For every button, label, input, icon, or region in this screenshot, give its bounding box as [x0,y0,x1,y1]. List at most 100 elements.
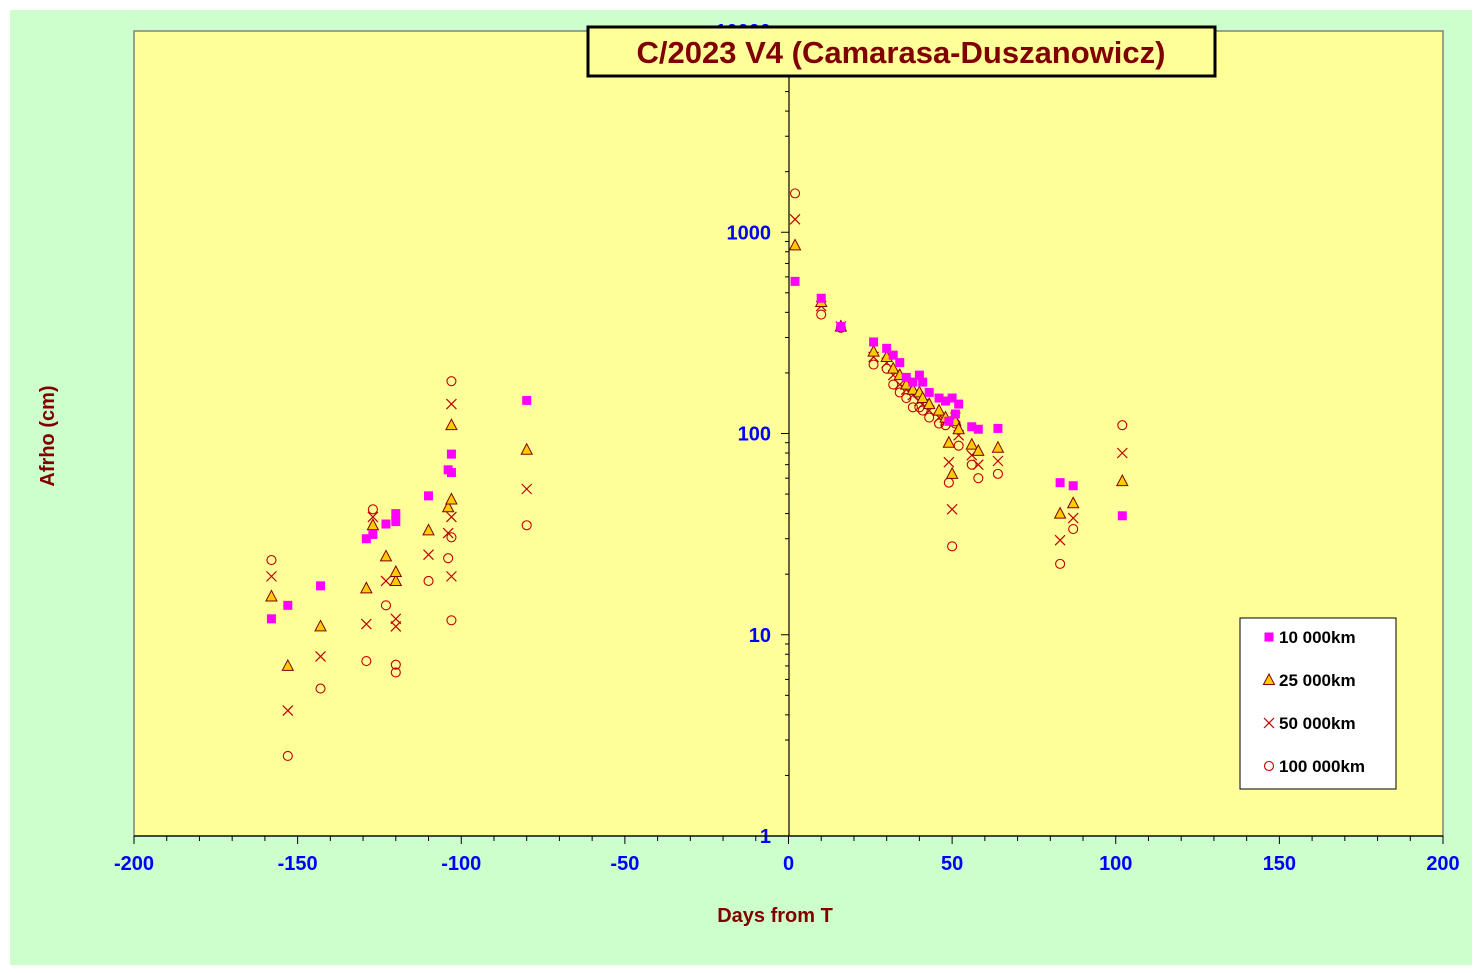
data-point [790,276,800,286]
x-tick-label: 200 [1426,853,1459,875]
y-tick-label: 100 [738,424,771,446]
data-point [381,519,391,529]
data-point [390,620,402,632]
data-point [445,418,458,431]
data-point [944,416,954,426]
data-point [266,555,277,566]
data-point [952,422,965,435]
data-point [788,238,802,251]
data-point [836,322,846,332]
data-point [991,440,1005,453]
data-point [868,359,879,370]
chart-title: C/2023 V4 (Camarasa-Duszanowicz) [637,35,1166,70]
x-tick-label: 50 [941,853,963,875]
data-point [442,527,454,539]
legend-marker [1263,760,1275,772]
data-point [366,518,380,531]
data-point [390,667,401,678]
data-point [895,358,905,368]
legend-label: 10 000km [1279,628,1356,647]
data-point [1068,524,1079,535]
data-point [367,504,378,515]
data-point [423,575,434,587]
data-point [816,309,827,320]
data-point [446,376,457,387]
data-point [901,372,911,382]
data-point [1117,420,1128,431]
legend-marker [1263,717,1275,729]
data-point [522,395,532,405]
data-point [932,403,946,416]
data-point [924,387,934,397]
chart-title-box: C/2023 V4 (Camarasa-Duszanowicz) [586,25,1217,78]
data-point [520,442,534,455]
data-point [1117,511,1127,521]
y-tick-label: 10 [749,625,771,647]
data-point [950,409,960,419]
legend-label: 50 000km [1279,714,1356,733]
data-point [967,422,977,432]
x-tick-label: 0 [783,853,794,875]
x-tick-label: -100 [441,853,481,875]
data-point [424,491,434,501]
legend: 10 000km 25 000km 50 000km 100 000km [1239,617,1397,790]
data-point [282,750,293,761]
data-point [934,393,944,403]
data-point [390,613,402,625]
data-point [391,517,401,527]
data-point [390,659,401,670]
data-point [316,581,326,591]
data-point [992,468,1003,479]
data-point [886,361,900,374]
data-point [380,600,392,611]
x-axis-title: Days from T [717,905,833,927]
data-point [379,549,393,562]
data-point [943,456,955,468]
legend-label: 25 000km [1279,671,1356,690]
data-point [265,589,278,602]
data-point [1116,447,1128,459]
data-point [1067,512,1079,524]
data-point [966,459,977,470]
data-point [916,390,929,404]
data-point [361,656,372,667]
data-point [1066,496,1080,509]
data-point [992,455,1004,467]
data-points [265,188,1129,761]
data-point [521,483,533,495]
data-point [283,600,293,610]
data-point [789,213,801,225]
data-point [945,466,959,479]
x-tick-label: -150 [278,853,318,875]
data-point [446,615,457,626]
data-point [391,509,401,519]
data-point [266,570,277,582]
data-point [947,541,958,552]
data-point [446,532,457,543]
data-point [918,377,928,387]
data-point [446,511,457,523]
data-point [908,377,918,387]
data-point [941,396,951,406]
data-point [953,440,964,451]
data-point [443,553,454,564]
data-point [922,397,936,410]
data-point [315,683,326,694]
data-point [360,581,373,594]
data-point [882,343,892,353]
data-point [1055,478,1065,488]
data-point [315,651,326,662]
data-point [869,337,879,347]
data-point [441,500,455,513]
data-point [888,379,899,390]
data-point [521,520,532,531]
data-point [282,705,294,716]
data-point [422,523,435,536]
data-point [906,382,920,395]
data-point [1115,474,1129,487]
data-point [446,449,456,459]
x-tick-label: -200 [114,853,154,875]
data-point [1054,534,1066,546]
data-point [973,424,983,434]
data-point [367,511,379,523]
